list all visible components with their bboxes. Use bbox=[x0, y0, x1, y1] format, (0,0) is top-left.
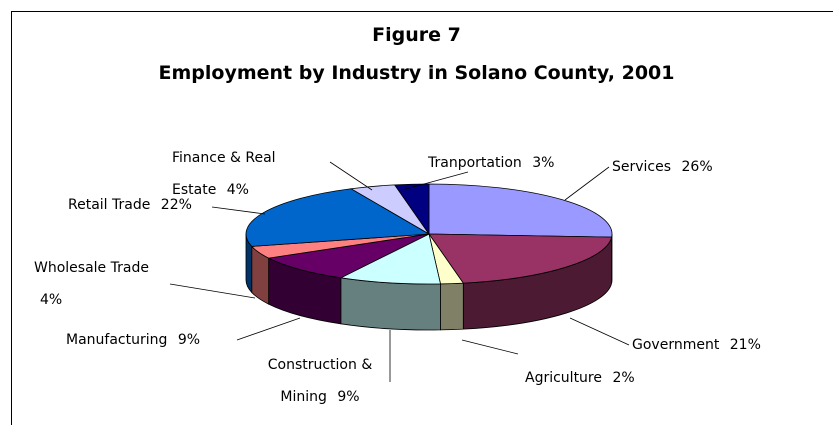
category-name: Services bbox=[612, 159, 672, 175]
category-name: Manufacturing bbox=[66, 332, 168, 348]
slice-label: Finance & Real Estate 4% bbox=[172, 142, 297, 206]
value-label: 2% bbox=[612, 370, 635, 386]
plot bbox=[169, 161, 630, 382]
category-name: Finance & Real Estate bbox=[172, 150, 276, 198]
frame bbox=[11, 11, 833, 425]
value-label: 3% bbox=[532, 155, 555, 171]
category-name: Retail Trade bbox=[68, 197, 151, 213]
value-label: 9% bbox=[337, 389, 360, 405]
leader-line bbox=[461, 339, 519, 355]
slice bbox=[267, 233, 430, 279]
value-label: 26% bbox=[681, 159, 713, 175]
slice bbox=[245, 188, 431, 247]
value-label: 21% bbox=[729, 337, 761, 353]
value-label: 4% bbox=[40, 292, 63, 308]
slice-label: Retail Trade 22% bbox=[68, 189, 228, 221]
slice-label: Government 21% bbox=[632, 329, 792, 361]
value-label: 4% bbox=[226, 182, 249, 198]
leader-line bbox=[169, 283, 256, 299]
leader-line bbox=[564, 166, 610, 201]
leader-line bbox=[569, 317, 630, 346]
slice-side bbox=[340, 277, 441, 331]
value-label: 9% bbox=[177, 332, 201, 348]
leader-line bbox=[401, 171, 469, 191]
category-name: Wholesale Trade bbox=[34, 260, 149, 276]
slice-label: Agriculture 2% bbox=[525, 362, 665, 394]
slice bbox=[393, 183, 430, 236]
slice bbox=[428, 233, 613, 284]
chart-subtitle: Employment by Industry in Solano County,… bbox=[158, 62, 675, 84]
category-name: Tranportation bbox=[428, 155, 522, 171]
slice bbox=[428, 183, 613, 238]
slice bbox=[339, 233, 441, 285]
slice-label: Manufacturing 9% bbox=[66, 324, 246, 356]
category-name: Government bbox=[632, 337, 720, 353]
slice-label: Services 26% bbox=[612, 151, 772, 183]
category-name: Construction & Mining bbox=[267, 357, 373, 405]
slice-label: Construction & Mining 9% bbox=[250, 349, 390, 413]
leader-line bbox=[211, 206, 266, 215]
leader-line bbox=[329, 161, 373, 191]
chart-title: Figure 7 bbox=[372, 24, 461, 46]
slice-label: Tranportation 3% bbox=[428, 147, 608, 179]
category-name: Agriculture bbox=[525, 370, 602, 386]
value-label: 22% bbox=[160, 197, 192, 213]
slice-side bbox=[440, 282, 464, 331]
leader-line bbox=[236, 317, 301, 341]
slice-label: Wholesale Trade 4% bbox=[34, 252, 169, 316]
